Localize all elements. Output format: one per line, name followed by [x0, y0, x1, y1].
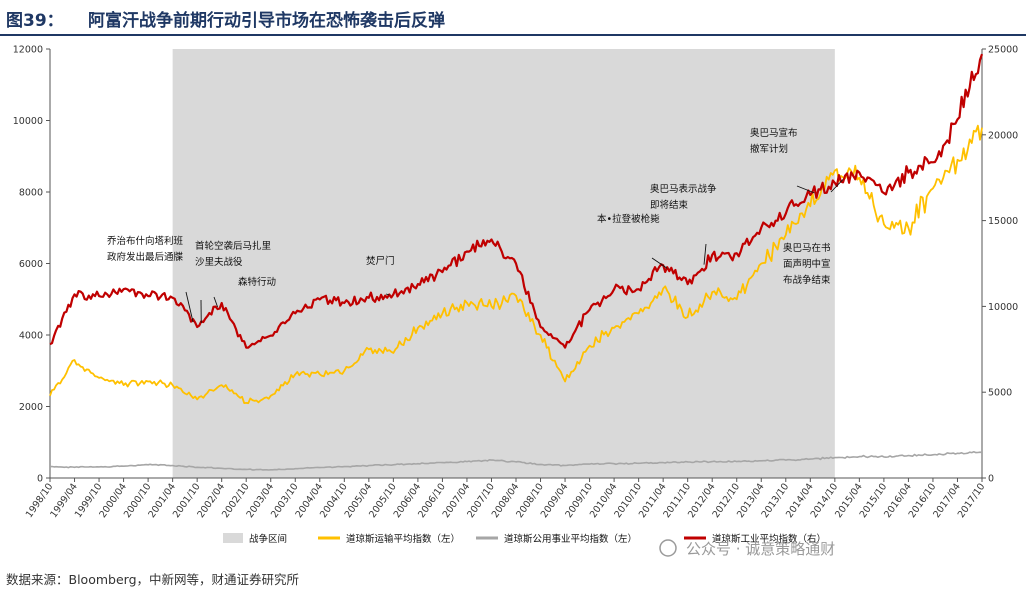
source-note: 数据来源：Bloomberg，中新网等，财通证券研究所 — [6, 572, 300, 587]
event-annotation-text: 面声明中宣 — [783, 258, 831, 270]
event-annotation-text: 沙里夫战役 — [195, 256, 243, 268]
transport-index-line — [49, 124, 983, 405]
event-annotation-arrow — [651, 257, 668, 269]
utility-index-line — [49, 451, 983, 471]
event-annotation-text: 乔治布什向塔利班 — [107, 235, 184, 247]
right-axis-tick-label: 20000 — [988, 130, 1018, 141]
event-annotation-text: 本•拉登被枪毙 — [597, 213, 660, 225]
event-annotation-text: 焚尸门 — [366, 255, 395, 267]
wechat-icon — [659, 539, 677, 557]
right-axis-tick-label: 10000 — [988, 302, 1018, 313]
event-annotation-text: 撤军计划 — [750, 143, 788, 155]
legend-swatch-war-period — [223, 533, 243, 543]
war-period-shade — [172, 49, 835, 478]
left-axis-tick-label: 2000 — [19, 402, 43, 413]
event-annotation-arrow — [830, 179, 844, 193]
event-annotation-text: 奥巴马在书 — [783, 242, 831, 254]
right-axis-tick-label: 15000 — [988, 216, 1018, 227]
legend-label-war-period: 战争区间 — [249, 533, 287, 545]
event-annotation-text: 布战争结束 — [783, 274, 831, 286]
title-bar: 图39： 阿富汗战争前期行动引导市场在恐怖袭击后反弹 — [0, 0, 1026, 36]
figure-title: 阿富汗战争前期行动引导市场在恐怖袭击后反弹 — [88, 11, 445, 31]
chart: 0 2000 4000 6000 8000 10000 12000 0 5000 10000 150… — [13, 45, 1018, 559]
industrial-index-line — [49, 53, 984, 349]
event-annotation-text: 即将结束 — [650, 199, 689, 211]
event-annotation-text: 森特行动 — [238, 276, 276, 288]
event-annotation-arrow — [796, 185, 815, 194]
left-axis-tick-label: 6000 — [19, 259, 43, 270]
event-annotation-text: 奥巴马宣布 — [750, 127, 798, 139]
legend-label-utility: 道琼斯公用事业平均指数（左） — [504, 533, 637, 545]
left-axis-tick-label: 10000 — [13, 116, 43, 127]
event-annotation-arrow — [185, 291, 194, 323]
event-annotation-text: 奥巴马表示战争 — [650, 183, 717, 195]
right-axis-tick-label: 0 — [988, 474, 994, 485]
left-axis-tick-label: 8000 — [19, 188, 43, 199]
legend-label-industrial: 道琼斯工业平均指数（右） — [712, 533, 826, 545]
event-annotation-text: 首轮空袭后马扎里 — [195, 240, 271, 252]
event-annotation-text: 政府发出最后通牒 — [107, 251, 184, 263]
left-axis-tick-label: 12000 — [13, 45, 43, 56]
event-annotation-arrow — [213, 296, 219, 308]
legend-label-transport: 道琼斯运输平均指数（左） — [346, 533, 460, 545]
event-annotation-arrow — [385, 293, 390, 296]
figure-label: 图39： — [6, 11, 64, 31]
watermark-text: 公众号 · 诚意策略通财 — [686, 540, 835, 558]
left-axis-tick-label: 0 — [37, 474, 43, 485]
event-annotation-arrow — [703, 243, 707, 265]
right-axis-tick-label: 25000 — [988, 45, 1018, 56]
right-axis-tick-label: 5000 — [988, 388, 1012, 399]
left-axis-tick-label: 4000 — [19, 331, 43, 342]
